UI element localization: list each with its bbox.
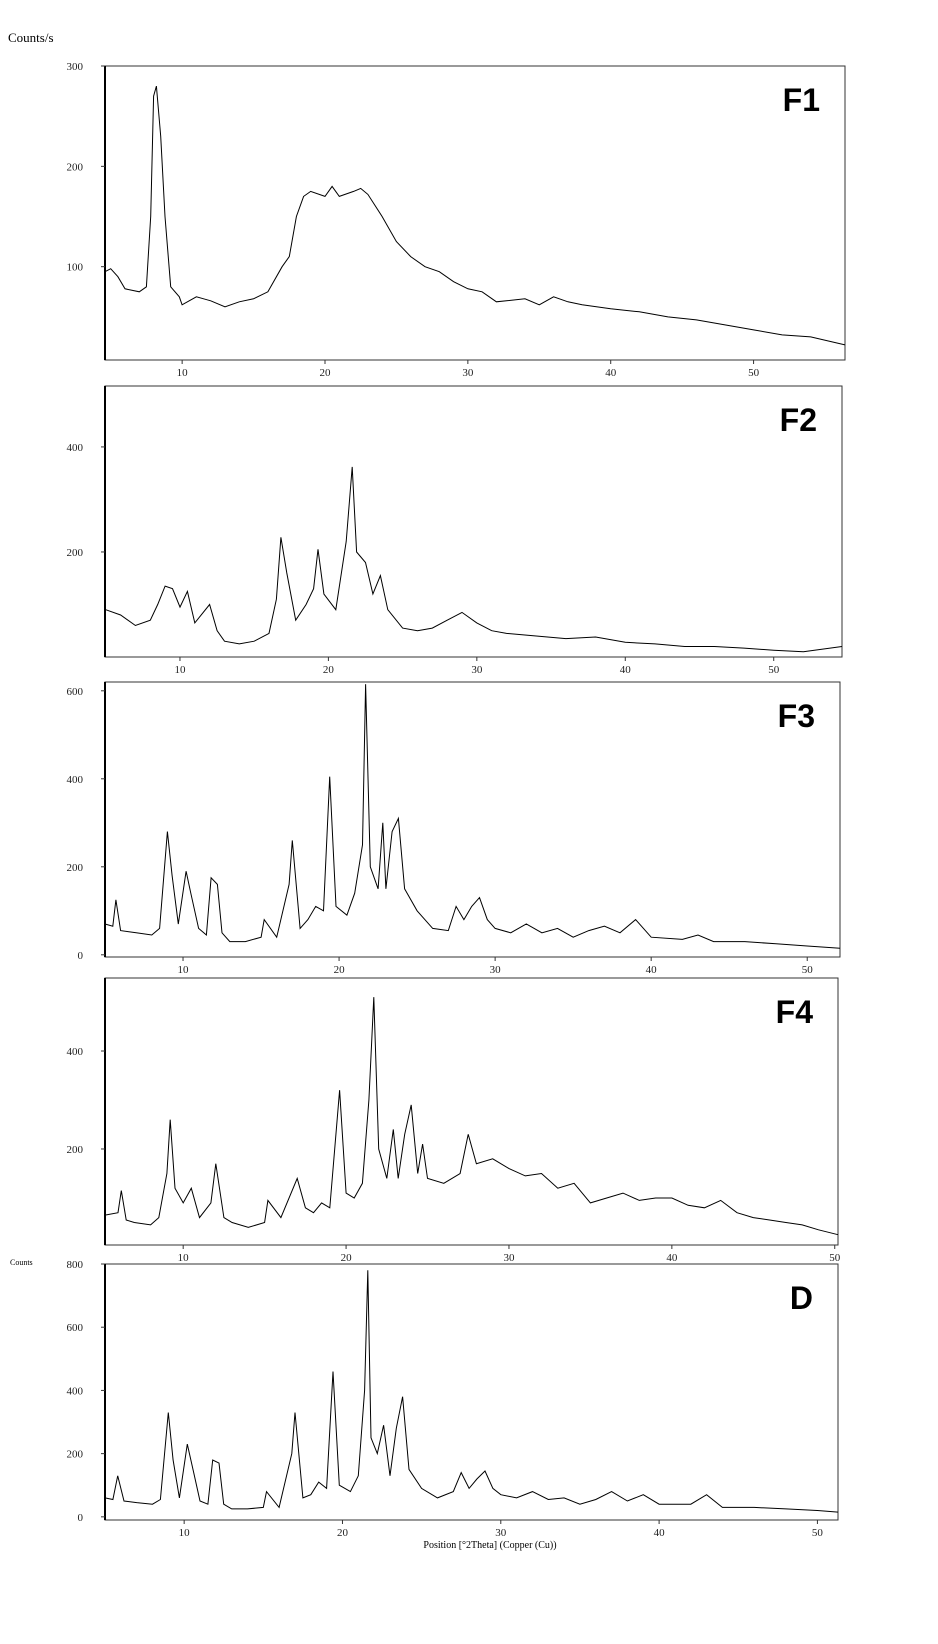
plot-frame: [104, 1263, 839, 1521]
x-tick-label: 50: [748, 367, 760, 379]
x-tick-label: 50: [768, 664, 780, 676]
y-axis-label: Counts: [10, 1258, 33, 1267]
y-tick-label: 600: [67, 1322, 84, 1334]
y-tick-label: 400: [67, 1385, 84, 1397]
y-tick-label: 200: [67, 547, 84, 559]
y-tick-label: 0: [78, 1512, 84, 1524]
x-tick-label: 10: [179, 1527, 191, 1539]
data-line: [104, 85, 846, 346]
x-tick-label: 40: [654, 1527, 666, 1539]
x-tick-label: 20: [334, 964, 346, 976]
y-tick-label: 200: [67, 1449, 84, 1461]
data-line: [105, 466, 843, 653]
y-tick-label: 300: [67, 61, 84, 73]
panel-title: F2: [780, 402, 817, 438]
plot-frame: [104, 681, 841, 958]
y-axis-label: Counts/s: [8, 30, 54, 45]
data-line: [104, 997, 839, 1236]
x-tick-label: 20: [320, 367, 332, 379]
plot-frame: [104, 385, 843, 658]
x-tick-label: 10: [178, 964, 190, 976]
data-line: [104, 1270, 839, 1513]
y-tick-label: 400: [67, 774, 84, 786]
y-tick-label: 200: [67, 161, 84, 173]
y-tick-label: 600: [67, 686, 84, 698]
plot-frame: [104, 977, 839, 1246]
x-tick-label: 50: [802, 964, 814, 976]
x-tick-label: 40: [666, 1252, 678, 1264]
y-tick-label: 100: [67, 262, 84, 274]
x-tick-label: 30: [471, 664, 483, 676]
x-tick-label: 50: [812, 1527, 824, 1539]
x-tick-label: 40: [605, 367, 617, 379]
y-tick-label: 400: [67, 442, 84, 454]
x-tick-label: 20: [323, 664, 335, 676]
x-tick-label: 40: [620, 664, 632, 676]
y-tick-label: 200: [67, 862, 84, 874]
x-tick-label: 40: [646, 964, 658, 976]
y-tick-label: 0: [78, 950, 84, 962]
x-tick-label: 10: [174, 664, 186, 676]
panel-title: F1: [783, 82, 820, 118]
panel-title: F3: [778, 698, 815, 734]
x-tick-label: 10: [177, 367, 189, 379]
y-tick-label: 200: [67, 1144, 84, 1156]
x-tick-label: 30: [495, 1527, 507, 1539]
x-tick-label: 30: [490, 964, 502, 976]
x-tick-label: 30: [503, 1252, 515, 1264]
y-tick-label: 800: [67, 1259, 84, 1271]
x-tick-label: 50: [829, 1252, 841, 1264]
data-line: [104, 684, 841, 949]
x-tick-label: 30: [462, 367, 474, 379]
x-tick-label: 20: [341, 1252, 353, 1264]
y-tick-label: 400: [67, 1046, 84, 1058]
x-tick-label: 10: [178, 1252, 190, 1264]
plot-frame: [104, 65, 846, 361]
panel-title: D: [790, 1280, 813, 1316]
x-axis-label: Position [°2Theta] (Copper (Cu)): [423, 1540, 556, 1551]
x-tick-label: 20: [337, 1527, 349, 1539]
panel-title: F4: [776, 994, 814, 1030]
